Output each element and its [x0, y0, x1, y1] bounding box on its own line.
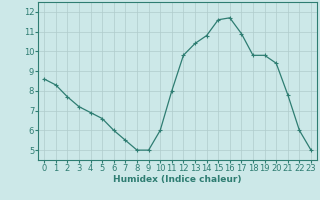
- X-axis label: Humidex (Indice chaleur): Humidex (Indice chaleur): [113, 175, 242, 184]
